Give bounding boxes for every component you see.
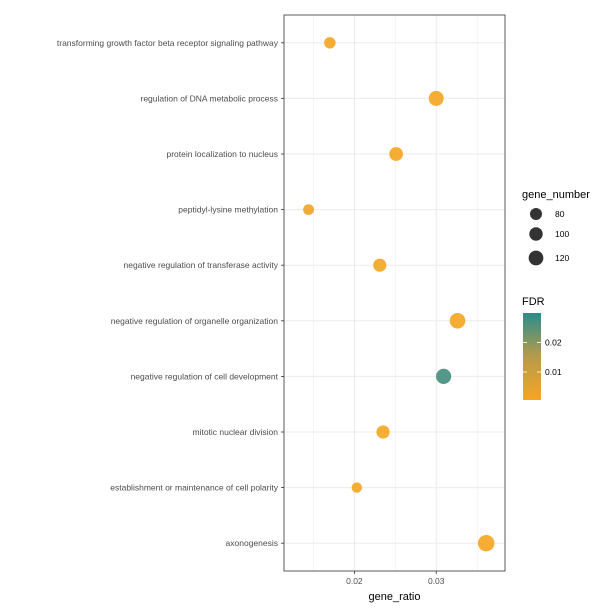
panel-border	[283, 14, 506, 572]
y-tick-label: establishment or maintenance of cell pol…	[110, 483, 278, 493]
gridlines	[284, 15, 505, 571]
size-legend-key	[529, 227, 543, 241]
y-tick-label: negative regulation of transferase activ…	[123, 260, 278, 270]
data-point	[351, 482, 363, 493]
y-tick-label: regulation of DNA metabolic process	[141, 93, 279, 103]
color-legend-title: FDR	[522, 296, 545, 308]
plot-panel	[283, 14, 506, 572]
color-bar	[523, 313, 541, 400]
size-legend-label: 80	[555, 209, 565, 219]
data-point	[373, 258, 387, 272]
size-legend-label: 120	[555, 253, 569, 263]
data-point	[428, 90, 444, 106]
x-axis-title: gene_ratio	[369, 591, 421, 603]
data-point	[449, 313, 466, 329]
y-tick-label: negative regulation of organelle organiz…	[111, 316, 279, 326]
data-point	[389, 147, 404, 161]
y-tick-label: peptidyl-lysine methylation	[178, 205, 278, 215]
size-legend-key	[530, 208, 542, 220]
x-tick-label: 0.03	[428, 576, 445, 586]
data-point	[477, 534, 495, 552]
size-legend-title: gene_number	[522, 189, 590, 201]
data-point	[436, 368, 452, 384]
data-point	[303, 204, 314, 216]
y-tick-label: transforming growth factor beta receptor…	[57, 38, 279, 48]
y-axis: transforming growth factor beta receptor…	[57, 38, 284, 548]
size-legend: gene_number 80 100 120	[522, 189, 590, 266]
y-tick-label: protein localization to nucleus	[166, 149, 278, 159]
y-tick-label: mitotic nuclear division	[192, 427, 278, 437]
size-legend-key	[528, 250, 544, 266]
panel-background	[284, 15, 505, 571]
data-point	[376, 425, 390, 439]
data-points	[303, 37, 495, 552]
y-tick-label: negative regulation of cell development	[131, 371, 279, 381]
color-legend-label: 0.02	[545, 337, 562, 347]
color-legend: FDR 0.01 0.02	[522, 296, 562, 400]
x-tick-label: 0.02	[346, 576, 363, 586]
x-axis: 0.02 0.03	[346, 571, 445, 586]
data-point	[324, 37, 336, 49]
size-legend-label: 100	[555, 229, 569, 239]
color-legend-label: 0.01	[545, 367, 562, 377]
y-tick-label: axonogenesis	[226, 538, 278, 548]
